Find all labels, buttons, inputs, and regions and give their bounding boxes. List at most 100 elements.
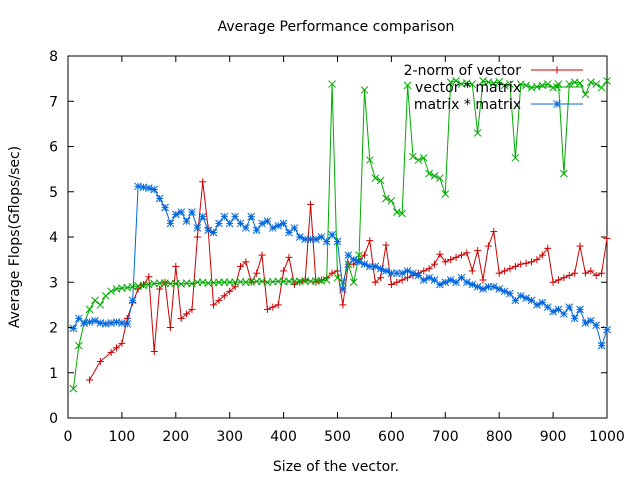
data-point xyxy=(522,81,531,90)
x-tick-label: 800 xyxy=(486,429,513,445)
data-point xyxy=(144,184,153,192)
data-point xyxy=(269,303,277,311)
data-point xyxy=(495,269,503,277)
data-point xyxy=(436,250,444,258)
data-point xyxy=(598,269,606,277)
data-point xyxy=(398,209,407,218)
legend-item: 2-norm of vector xyxy=(404,63,583,79)
data-point xyxy=(398,276,406,284)
legend-swatch-marker xyxy=(553,83,561,91)
data-point xyxy=(592,80,601,88)
y-tick-label: 8 xyxy=(49,49,58,65)
data-point xyxy=(576,79,584,88)
data-point xyxy=(215,219,223,228)
data-point xyxy=(339,278,347,287)
y-tick-label: 4 xyxy=(49,230,58,246)
data-point xyxy=(560,274,568,282)
data-point xyxy=(517,260,525,268)
legend-label: vector * matrix xyxy=(415,80,521,96)
data-point xyxy=(549,278,557,286)
series-group xyxy=(69,77,611,393)
data-point xyxy=(198,212,207,221)
data-point xyxy=(581,319,590,327)
data-point xyxy=(253,269,261,277)
data-point xyxy=(355,251,363,259)
data-point xyxy=(209,228,218,237)
data-point xyxy=(150,347,158,355)
data-point xyxy=(193,278,202,287)
data-point xyxy=(452,278,460,287)
data-point xyxy=(220,278,229,287)
data-point xyxy=(565,80,574,88)
data-point xyxy=(430,276,439,284)
data-point xyxy=(263,217,272,226)
data-point xyxy=(242,258,250,266)
data-point xyxy=(155,194,164,203)
data-point xyxy=(339,301,347,309)
data-point xyxy=(528,258,536,266)
y-tick-label: 3 xyxy=(49,275,58,291)
data-point xyxy=(414,271,423,280)
y-tick-label: 1 xyxy=(49,366,58,382)
data-point xyxy=(166,279,175,288)
data-point xyxy=(317,233,326,241)
data-point xyxy=(479,276,487,284)
legend-item: matrix * matrix xyxy=(414,97,583,113)
data-point xyxy=(560,169,568,178)
data-point xyxy=(436,174,444,183)
data-point xyxy=(333,237,342,246)
data-point xyxy=(252,226,261,235)
data-point xyxy=(603,325,611,334)
data-point xyxy=(161,278,169,286)
data-point xyxy=(258,251,266,259)
y-tick-label: 6 xyxy=(49,140,58,156)
data-point xyxy=(597,83,606,92)
data-point xyxy=(371,278,379,286)
series-3 xyxy=(69,182,611,350)
data-point xyxy=(570,314,579,323)
data-point xyxy=(236,262,244,270)
data-point xyxy=(457,251,465,259)
data-point xyxy=(527,296,536,305)
series-line xyxy=(72,185,608,348)
chart-title: Average Performance comparison xyxy=(218,19,455,35)
data-point xyxy=(425,265,433,273)
data-point xyxy=(145,273,153,281)
data-point xyxy=(586,316,595,325)
data-point xyxy=(473,129,482,137)
data-point xyxy=(501,267,509,275)
data-point xyxy=(506,289,514,298)
data-point xyxy=(231,283,239,291)
data-point xyxy=(263,305,271,313)
data-point xyxy=(344,260,353,269)
data-point xyxy=(382,194,390,203)
data-point xyxy=(511,296,520,305)
data-point xyxy=(215,296,223,304)
data-point xyxy=(603,77,611,85)
data-point xyxy=(441,190,450,198)
data-point xyxy=(183,310,191,318)
data-point xyxy=(543,303,552,311)
data-point xyxy=(571,269,579,277)
data-point xyxy=(511,262,519,270)
data-point xyxy=(161,203,169,212)
data-point xyxy=(225,278,234,287)
data-point xyxy=(182,217,191,226)
data-point xyxy=(452,77,460,85)
data-point xyxy=(177,314,185,322)
data-point xyxy=(74,314,83,323)
data-point xyxy=(290,277,299,286)
data-point xyxy=(236,219,245,228)
data-point xyxy=(307,200,315,208)
data-point xyxy=(581,90,590,99)
data-point xyxy=(107,287,115,296)
data-point xyxy=(123,320,132,328)
data-point xyxy=(252,277,261,286)
data-point xyxy=(96,357,104,365)
series-2 xyxy=(69,77,611,393)
data-point xyxy=(463,249,471,257)
data-point xyxy=(96,301,105,309)
data-point xyxy=(285,277,293,286)
data-point xyxy=(91,296,99,305)
